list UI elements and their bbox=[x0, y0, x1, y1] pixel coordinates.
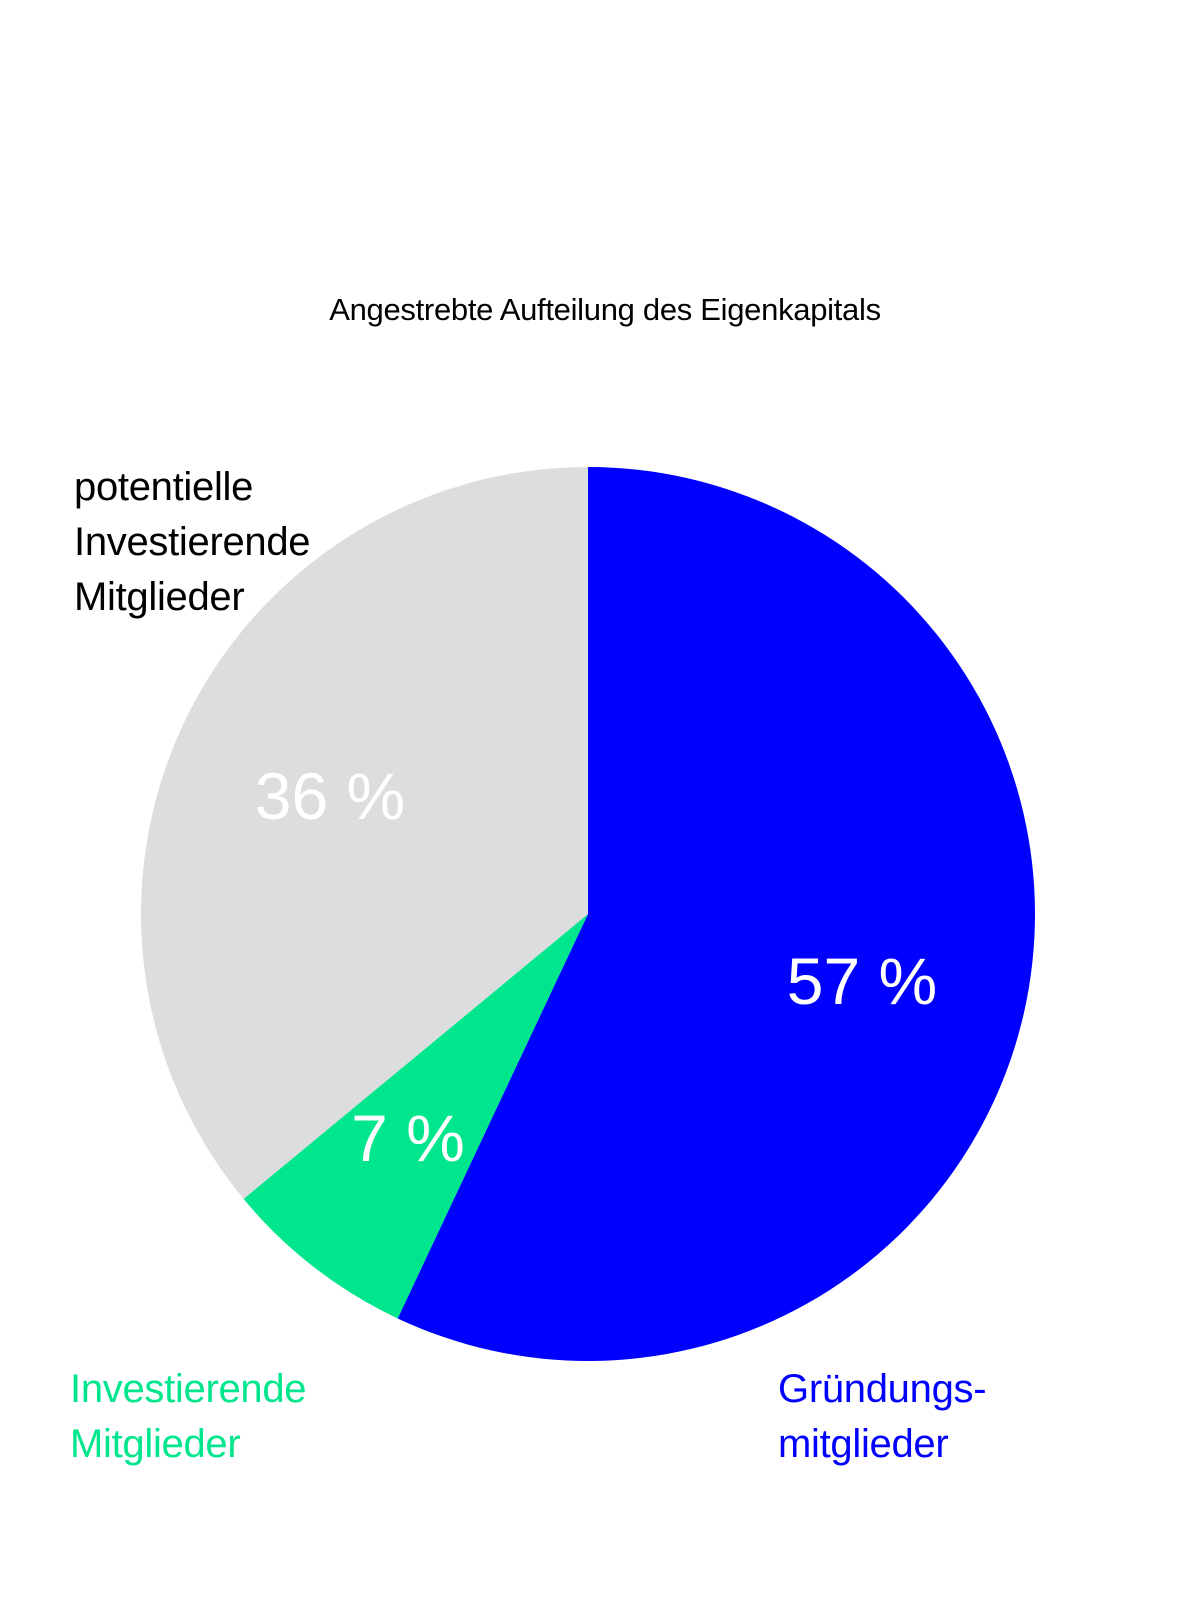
pie-slice-value-label: 57 % bbox=[787, 944, 937, 1018]
legend-label-line: Mitglieder bbox=[70, 1422, 241, 1466]
legend-label-line: potentielle bbox=[74, 465, 254, 509]
pie-slice bbox=[397, 467, 1035, 1361]
legend-label-line: mitglieder bbox=[778, 1422, 949, 1466]
legend-label-line: Mitglieder bbox=[74, 575, 245, 619]
legend-label-line: Investierende bbox=[70, 1367, 307, 1411]
pie-slice-value-label: 36 % bbox=[255, 759, 405, 833]
pie-slice-value-label: 7 % bbox=[351, 1101, 465, 1175]
legend-label-line: Investierende bbox=[74, 520, 311, 564]
legend-label-line: Gründungs- bbox=[778, 1367, 987, 1411]
chart-title: Angestrebte Aufteilung des Eigenkapitals bbox=[329, 292, 881, 327]
pie-slice bbox=[243, 914, 588, 1319]
pie-slice bbox=[140, 467, 589, 1199]
legend-label-investierende-mitglieder: Investierende Mitglieder bbox=[70, 1362, 307, 1472]
legend-label-potentielle-investierende-mitglieder: potentielle Investierende Mitglieder bbox=[74, 460, 311, 625]
legend-label-gruendungsmitglieder: Gründungs- mitglieder bbox=[778, 1362, 987, 1472]
